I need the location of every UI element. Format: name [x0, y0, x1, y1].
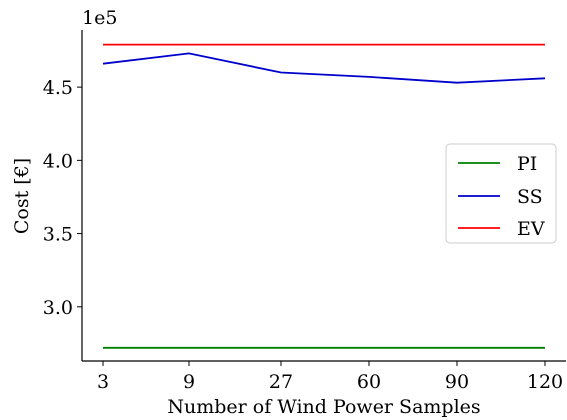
x-tick-label-0: 3	[97, 371, 109, 393]
y-tick-label-0: 3.0	[43, 297, 73, 319]
plot-series	[102, 43, 546, 349]
x-tick-label-4: 90	[445, 371, 469, 393]
legend: PI SS EV	[445, 143, 557, 244]
y-tick-label-3: 4.5	[43, 77, 73, 99]
y-exponent-label: 1e5	[82, 7, 117, 29]
y-tick-label-2: 4.0	[43, 150, 73, 172]
x-tick-label-5: 120	[527, 371, 563, 393]
y-ticks: 3.0 3.5 4.0 4.5	[43, 77, 82, 319]
legend-label-ev: EV	[517, 218, 545, 240]
y-tick-label-1: 3.5	[43, 224, 73, 246]
x-tick-label-2: 27	[269, 371, 293, 393]
x-tick-label-3: 60	[357, 371, 381, 393]
x-tick-label-1: 9	[183, 371, 195, 393]
legend-frame	[445, 143, 557, 244]
x-axis-label: Number of Wind Power Samples	[167, 396, 480, 418]
legend-label-pi: PI	[517, 153, 537, 175]
x-ticks: 3 9 27 60 90 120	[97, 361, 563, 393]
y-axis-label: Cost [€]	[11, 158, 33, 234]
series-line-ss	[102, 52, 546, 84]
legend-label-ss: SS	[517, 186, 543, 208]
